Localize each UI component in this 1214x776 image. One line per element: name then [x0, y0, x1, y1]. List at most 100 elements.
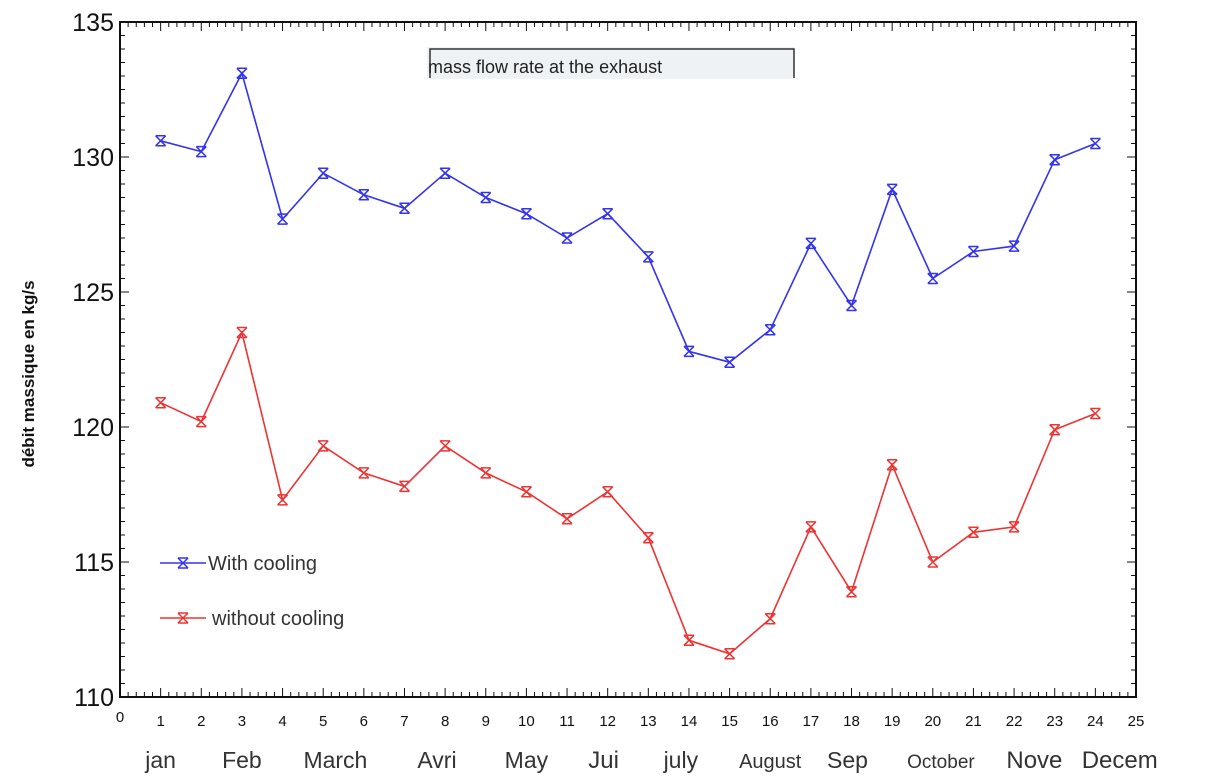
x-tick-label: 4	[278, 713, 286, 730]
x-tick-label: 18	[843, 713, 860, 730]
x-tick-label: 25	[1128, 713, 1145, 730]
data-point	[398, 480, 411, 493]
month-label: Nove	[1006, 747, 1062, 774]
data-point	[561, 513, 573, 525]
data-point	[602, 207, 614, 220]
x-tick-label: 8	[441, 713, 449, 730]
data-point	[195, 415, 207, 428]
x-tick-label: 20	[924, 713, 941, 730]
data-point	[1008, 240, 1020, 252]
data-point	[1089, 137, 1101, 150]
data-point	[683, 634, 695, 647]
data-point	[927, 272, 939, 285]
data-point	[805, 237, 817, 250]
data-point	[845, 299, 858, 312]
data-point	[358, 467, 370, 479]
y-tick-label: 130	[72, 144, 114, 172]
month-label: August	[739, 751, 802, 773]
month-labels: jan Feb March Avri May Jui july August Sep Octobe…	[144, 747, 1157, 774]
month-label: Decem	[1082, 747, 1158, 774]
series-line	[160, 71, 1096, 364]
month-label: March	[303, 747, 367, 773]
x-tick-label: 17	[803, 713, 820, 730]
x-tick-label: 24	[1087, 713, 1104, 730]
x-tick-label: 9	[482, 713, 490, 730]
data-point	[886, 183, 898, 196]
month-label: Avri	[417, 747, 456, 773]
x-tick-label: 15	[721, 713, 738, 730]
data-point	[1008, 521, 1020, 533]
data-point	[845, 585, 858, 598]
data-point	[317, 167, 329, 179]
data-point	[439, 167, 451, 179]
y-tick-label: 135	[72, 9, 114, 37]
data-point	[480, 191, 492, 204]
data-point	[1089, 407, 1101, 420]
series-line	[160, 330, 1096, 655]
x-tick-label: 16	[762, 713, 779, 730]
data-point	[724, 356, 736, 368]
series-1	[155, 326, 1101, 660]
y-tick-label: 110	[74, 684, 114, 712]
data-point	[398, 202, 411, 215]
month-label: Sep	[827, 747, 868, 773]
month-label: October	[907, 752, 975, 773]
legend-item: With cooling	[160, 553, 317, 575]
legend-label: With cooling	[208, 553, 317, 575]
data-point	[724, 648, 736, 660]
legend-swatch-marker	[177, 557, 189, 569]
data-point	[764, 612, 776, 625]
data-point	[480, 467, 492, 479]
x-tick-label: 6	[360, 713, 368, 730]
x-tick-label: 12	[599, 713, 616, 730]
x-tick-label: 11	[559, 713, 575, 730]
x-tick-label: 13	[640, 713, 657, 730]
chart-title-box: mass flow rate at the exhaust	[427, 47, 795, 79]
x-tick-label: 7	[400, 713, 408, 730]
legend-label: without cooling	[211, 608, 344, 630]
y-tick-label: 125	[72, 279, 114, 307]
x-axis: 0 1 2 3 4 5 6 7 8 9 10 11 12 13 14 15 16 17 18 19 20 21 22 23 24…	[116, 709, 1145, 730]
x-tick-label: 19	[884, 713, 901, 730]
data-point	[642, 251, 654, 263]
x-tick-label: 2	[197, 713, 205, 730]
data-point	[317, 440, 329, 452]
month-label: jan	[144, 747, 176, 773]
data-point	[277, 213, 289, 225]
legend-swatch-marker	[177, 612, 189, 624]
data-point	[683, 345, 695, 358]
data-point	[602, 486, 614, 498]
month-label: May	[505, 747, 549, 773]
month-label: Feb	[222, 747, 262, 773]
month-label: Jui	[588, 747, 619, 774]
data-point	[967, 245, 979, 258]
minor-ticks	[119, 21, 1137, 698]
data-point	[1049, 153, 1061, 166]
x-tick-label: 14	[681, 713, 698, 730]
data-point	[155, 135, 167, 147]
plot-frame	[119, 21, 1137, 698]
data-point	[764, 324, 776, 336]
y-tick-label: 115	[74, 549, 114, 577]
data-point	[967, 526, 979, 539]
x-tick-label: 3	[238, 713, 246, 730]
chart-title: mass flow rate at the exhaust	[428, 57, 662, 77]
data-point	[358, 189, 370, 201]
data-point	[439, 440, 451, 452]
data-point	[520, 207, 532, 220]
month-label: july	[663, 747, 699, 773]
x-tick-label: 10	[518, 713, 535, 730]
data-point	[886, 459, 898, 471]
data-point	[236, 67, 248, 80]
legend-item: without cooling	[160, 608, 344, 630]
data-point	[642, 531, 654, 544]
series-0	[155, 67, 1101, 368]
y-tick-label: 120	[72, 414, 114, 442]
data-point	[236, 326, 248, 339]
data-point	[195, 145, 207, 158]
plot-border	[119, 21, 1137, 698]
data-point	[561, 232, 573, 244]
data-point	[277, 494, 289, 506]
data-point	[805, 521, 817, 533]
